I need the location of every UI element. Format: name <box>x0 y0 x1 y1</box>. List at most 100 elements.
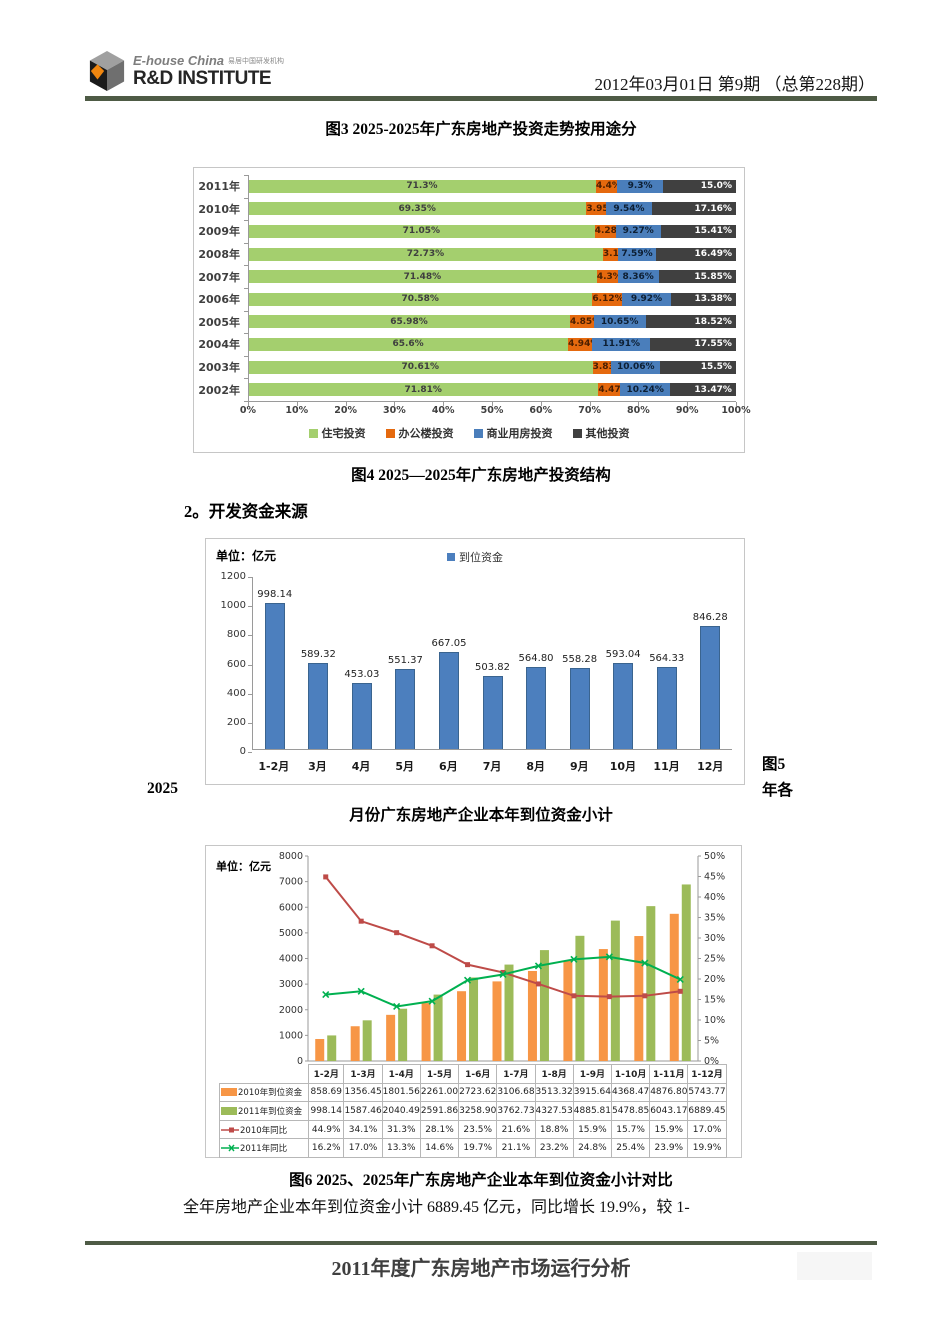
value-cell: 2723.62 <box>458 1082 498 1103</box>
bar-slot: 667.05 <box>427 577 471 749</box>
x-axis-label: 60% <box>529 405 553 416</box>
segment-label: 13.47% <box>694 384 732 395</box>
y-axis-tick <box>244 355 248 357</box>
y-axis-tick <box>248 577 252 578</box>
x-axis-line <box>248 401 736 402</box>
month-header-cell: 1-8月 <box>534 1064 574 1084</box>
bar-row: 2004年 65.6% 4.94% 11.91% 17.55% <box>194 333 744 356</box>
bar-value-label: 453.03 <box>344 668 380 680</box>
x-axis-tickmark <box>687 402 689 406</box>
segment-label: 3.95% <box>586 203 618 214</box>
y-axis-tick <box>244 288 248 289</box>
y-axis-tick <box>248 635 252 637</box>
y-axis-label: 2010年 <box>198 202 240 216</box>
figure5-label-part2: 年各 <box>762 782 794 799</box>
segment-label: 15.41% <box>694 226 733 237</box>
table-row: 2010年同比 44.9% 34.1% 31.3% 28.1% 23.5% 21.6% 18.… <box>219 1119 727 1140</box>
y-axis-tick <box>244 378 248 380</box>
value-cell: 21.1% <box>496 1138 536 1158</box>
line-marker-x <box>534 962 543 970</box>
x-axis-tickmark <box>638 402 640 406</box>
legend-swatch <box>221 1106 237 1115</box>
bar <box>610 920 620 1061</box>
line-marker-x <box>570 955 578 963</box>
segment-label: 18.52% <box>694 316 732 327</box>
line-marker-x <box>499 970 507 979</box>
legend: 住宅投资 办公楼投资 商业用房投资 其他投资 <box>194 425 744 441</box>
axis-label: 30% <box>704 933 725 944</box>
bar-segment: 9.3% <box>617 179 663 193</box>
value-cell: 6889.45 <box>687 1101 727 1121</box>
y-axis-tick <box>248 664 252 666</box>
bar <box>395 668 416 749</box>
x-axis-label: 30% <box>383 405 406 416</box>
value-cell: 2591.86 <box>419 1101 460 1121</box>
x-axis-tickmark <box>736 402 737 406</box>
logo-brand-en: E-house China <box>133 53 225 68</box>
legend-label: 其他投资 <box>585 427 630 440</box>
value-cell: 6043.17 <box>649 1101 689 1121</box>
bar-segment: 4.47% <box>598 383 630 397</box>
segment-label: 9.54% <box>613 203 645 214</box>
bar <box>526 666 547 749</box>
axis-label: 40% <box>704 892 725 903</box>
x-axis-label: 70% <box>578 405 601 416</box>
legend-item: 其他投资 <box>572 425 630 441</box>
value-cell: 21.6% <box>496 1119 536 1140</box>
month-header-cell: 1-9月 <box>572 1064 612 1084</box>
plot-area: 998.14 589.32 453.03 551.37 667.05 503.82 564.… <box>252 577 732 750</box>
axis-label: 6000 <box>279 902 303 913</box>
bar <box>482 675 503 749</box>
bar-slot: 564.80 <box>514 577 558 749</box>
series-name-cell: 2010年同比 <box>219 1119 309 1140</box>
bar <box>598 949 608 1061</box>
value-cell: 13.3% <box>381 1138 421 1158</box>
stacked-bar: 71.48% 4.3% 8.36% 15.85% <box>248 270 736 284</box>
bar-row: 2011年 71.3% 4.4% 9.3% 15.0% <box>194 175 744 198</box>
y-axis-label: 2004年 <box>198 338 240 352</box>
table-row: 2011年同比 16.2% 17.0% 13.3% 14.6% 19.7% 21.1% 23.… <box>219 1138 727 1158</box>
figure3-title: 图3 2025-2025年广东房地产投资走势按用途分 <box>325 121 637 138</box>
bar-value-label: 558.28 <box>562 653 598 665</box>
bar-slot: 564.33 <box>645 577 689 749</box>
stacked-bar: 65.6% 4.94% 11.91% 17.55% <box>248 337 736 351</box>
bar-value-label: 998.14 <box>257 589 293 601</box>
legend: 到位资金 <box>206 549 744 565</box>
segment-label: 65.6% <box>392 339 424 350</box>
bar <box>469 977 479 1061</box>
bar-segment: 10.06% <box>611 360 661 374</box>
legend-swatch <box>221 1088 237 1097</box>
bar-segment: 15.85% <box>658 270 736 284</box>
bar-row: 2009年 71.05% 4.28% 9.27% 15.41% <box>194 220 744 243</box>
bar <box>646 906 656 1061</box>
segment-label: 10.24% <box>626 384 664 395</box>
bar-value-label: 593.04 <box>605 648 641 660</box>
axis-label: 7000 <box>279 877 303 888</box>
line-marker-x <box>357 987 365 995</box>
logo-cube-icon <box>89 51 125 91</box>
figure4-title: 图4 2025—2025年广东房地产投资结构 <box>351 467 611 484</box>
y-axis-tick <box>244 242 248 244</box>
month-header-cell: 1-6月 <box>458 1064 498 1084</box>
data-table: 1-2月 1-3月 1-4月 1-5月 1-6月 1-7月 1-8月 1-9月 1-10月 1-1… <box>219 1064 727 1158</box>
bar <box>438 651 459 749</box>
x-axis-label: 8月 <box>526 760 545 773</box>
value-cell: 15.9% <box>572 1119 612 1140</box>
bar-value-label: 564.80 <box>518 652 554 664</box>
bar-segment: 72.73% <box>248 247 603 261</box>
line-marker-square <box>535 981 541 987</box>
legend-label: 办公楼投资 <box>398 427 454 440</box>
legend-item: 住宅投资 <box>308 425 366 441</box>
value-cell: 3513.32 <box>534 1082 574 1103</box>
bar-segment: 11.91% <box>592 337 651 351</box>
y-axis-tick <box>248 606 252 608</box>
value-cell: 3915.64 <box>572 1082 612 1103</box>
body-paragraph: 全年房地产企业本年到位资金小计 6889.45 亿元，同比增长 19.9%，较 … <box>183 1199 690 1216</box>
line-marker-x <box>676 975 684 983</box>
bar-segment: 3.95% <box>586 202 618 216</box>
y-axis-label: 800 <box>226 629 246 641</box>
stacked-bar: 70.61% 3.83% 10.06% 15.5% <box>248 360 736 374</box>
watermark <box>797 1252 872 1280</box>
x-axis-label: 7月 <box>482 760 502 773</box>
unit-label: 单位：亿元 <box>216 549 277 563</box>
